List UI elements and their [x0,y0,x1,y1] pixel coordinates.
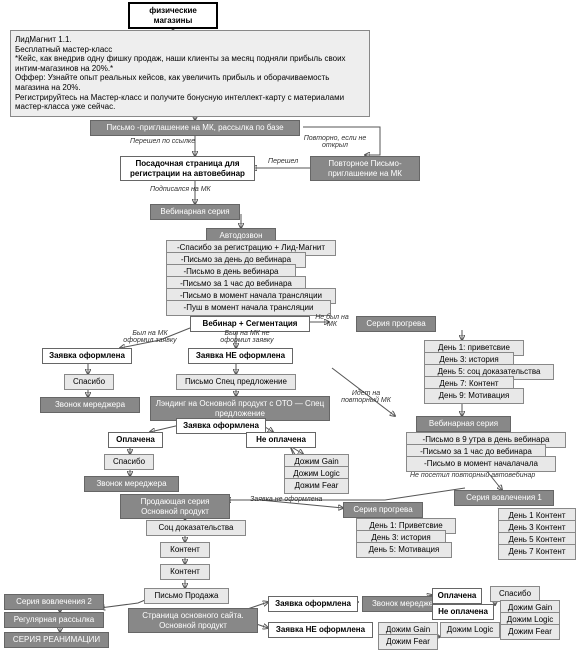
edge-appnotdone: Заявка не оформлена [250,496,322,503]
edge-wasapp: Был на МК оформил заявку [120,330,180,344]
lm-line3: Оффер: Узнайте опыт реальных кейсов, как… [15,73,365,92]
fear3-node: Дожим Fear [378,634,438,650]
vovl2-node: Серия вовлечения 2 [4,594,104,610]
landing-reg-node: Посадочная страница для регистрации на а… [120,156,255,181]
app-done-node: Заявка оформлена [42,348,132,364]
pushstart-node: -Пуш в момент начала трансляции [166,300,331,316]
app-done3-node: Заявка оформлена [268,596,358,612]
edge-torepeat: Идет на повторный МК [336,390,396,404]
lm-line4: Регистрируйтесь на Мастер-класс и получи… [15,93,365,112]
edge-subscribed: Подписался на МК [150,186,211,193]
lm-title: ЛидМагнит 1.1. [15,35,365,45]
d9mot-node: День 9: Мотивация [424,388,524,404]
progrev2-node: Серия прогрева [343,502,423,518]
webseries1-node: Вебинарная серия [150,204,240,220]
content2-node: Контент [160,564,210,580]
notpaid-node: Не оплачена [246,432,316,448]
content1-node: Контент [160,542,210,558]
app-not-node: Заявка НЕ оформлена [188,348,293,364]
fear-node: Дожим Fear [284,478,349,494]
regular-node: Регулярная рассылка [4,612,104,628]
edge-link: Перешел по ссылке [130,138,195,145]
spec-node: Письмо Спец предложение [176,374,296,390]
edge-wasnoapp: Был на МК не оформил заявку [212,330,282,344]
app-not3-node: Заявка НЕ оформлена [268,622,373,638]
startmoment-b-node: -Письмо в момент началачала [406,456,556,472]
mainsite-node: Страница основного сайта. Основной проду… [128,608,258,633]
callmgr1-node: Звонок мереджера [40,397,140,413]
logic3-node: Дожим Logic [440,622,500,638]
thanks1-node: Спасибо [64,374,114,390]
lm-line1: Бесплатный мастер-класс [15,45,365,55]
p2d5-node: День 5: Мотивация [356,542,452,558]
socproof-node: Соц доказательства [146,520,246,536]
reanim-node: СЕРИЯ РЕАНИМАЦИИ [4,632,109,648]
sale-letter-node: Письмо Продажа [144,588,229,604]
header-title: физические магазины [149,6,197,25]
progrev1-node: Серия прогрева [356,316,436,332]
header-node: физические магазины [128,2,218,29]
lead-magnet-box: ЛидМагнит 1.1. Бесплатный мастер-класс *… [10,30,370,117]
thanks2-node: Спасибо [104,454,154,470]
v1d7-node: День 7 Контент [498,544,576,560]
notpaid2-node: Не оплачена [432,604,494,620]
edge-notwas: Не был на МК [312,314,352,328]
flowchart-canvas: физические магазины ЛидМагнит 1.1. Беспл… [0,0,581,647]
edge-repeat: Повторно, если не открыл [300,135,370,149]
paid-node: Оплачена [108,432,163,448]
vovl1-node: Серия вовлечения 1 [454,490,554,506]
reinvite-node: Повторное Письмо-приглашение на МК [310,156,420,181]
edge-notvisited: Не посетил повторный автовебинар [410,472,535,479]
sellseries-node: Продающая серия Основной продукт [120,494,230,519]
webseries2-node: Вебинарная серия [416,416,511,432]
callmgr2-node: Звонок мереджера [84,476,179,492]
edge-went: Перешел [268,158,298,165]
lm-line2: *Кейс, как внедрив одну фишку продаж, на… [15,54,365,73]
paid2-node: Оплачена [432,588,482,604]
invite-node: Письмо -приглашение на МК, рассылка по б… [90,120,300,136]
fear2-node: Дожим Fear [500,624,560,640]
